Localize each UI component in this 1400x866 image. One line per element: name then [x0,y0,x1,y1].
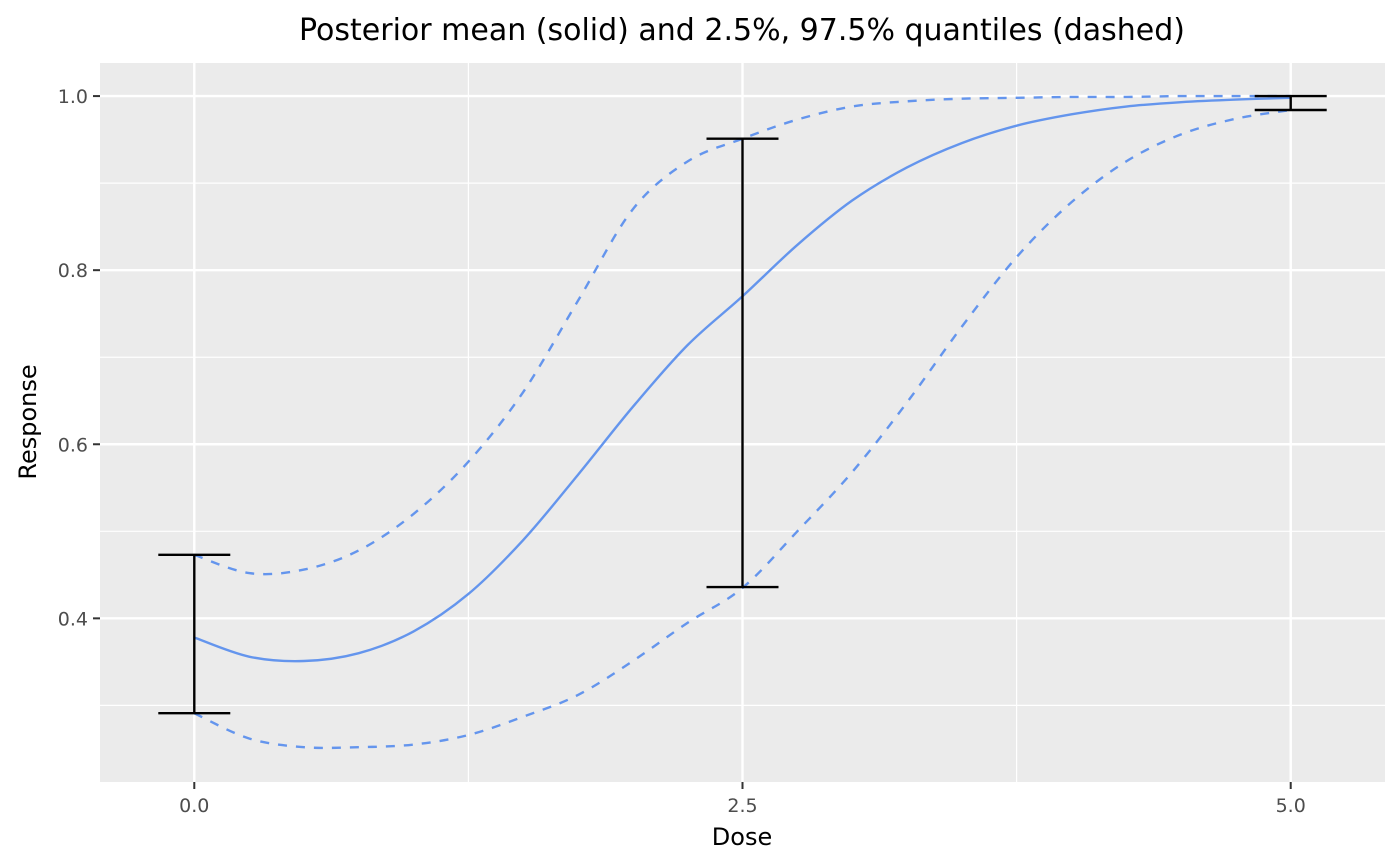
y-tick-label: 0.4 [58,608,88,630]
x-tick-label: 5.0 [1276,795,1306,817]
upper-quantile-line [193,94,1291,576]
x-tick-label: 2.5 [727,795,757,817]
error-bar [158,553,231,715]
y-tick-label: 0.6 [58,434,88,456]
series-layer [193,94,1291,750]
y-tick-label: 1.0 [58,86,88,108]
y-axis-label: Response [14,364,42,479]
tick-layer: 0.0 2.5 5.0 0.4 0.6 0.8 1.0 [58,86,1306,817]
y-tick-label: 0.8 [58,260,88,282]
x-tick-label: 0.0 [179,795,209,817]
x-axis-label: Dose [712,823,772,851]
posterior-mean-line [193,96,1291,663]
error-bar [706,137,779,589]
errorbar-layer [158,94,1327,715]
chart-title: Posterior mean (solid) and 2.5%, 97.5% q… [299,13,1185,48]
lower-quantile-line [193,108,1291,750]
error-bar [1254,94,1327,112]
